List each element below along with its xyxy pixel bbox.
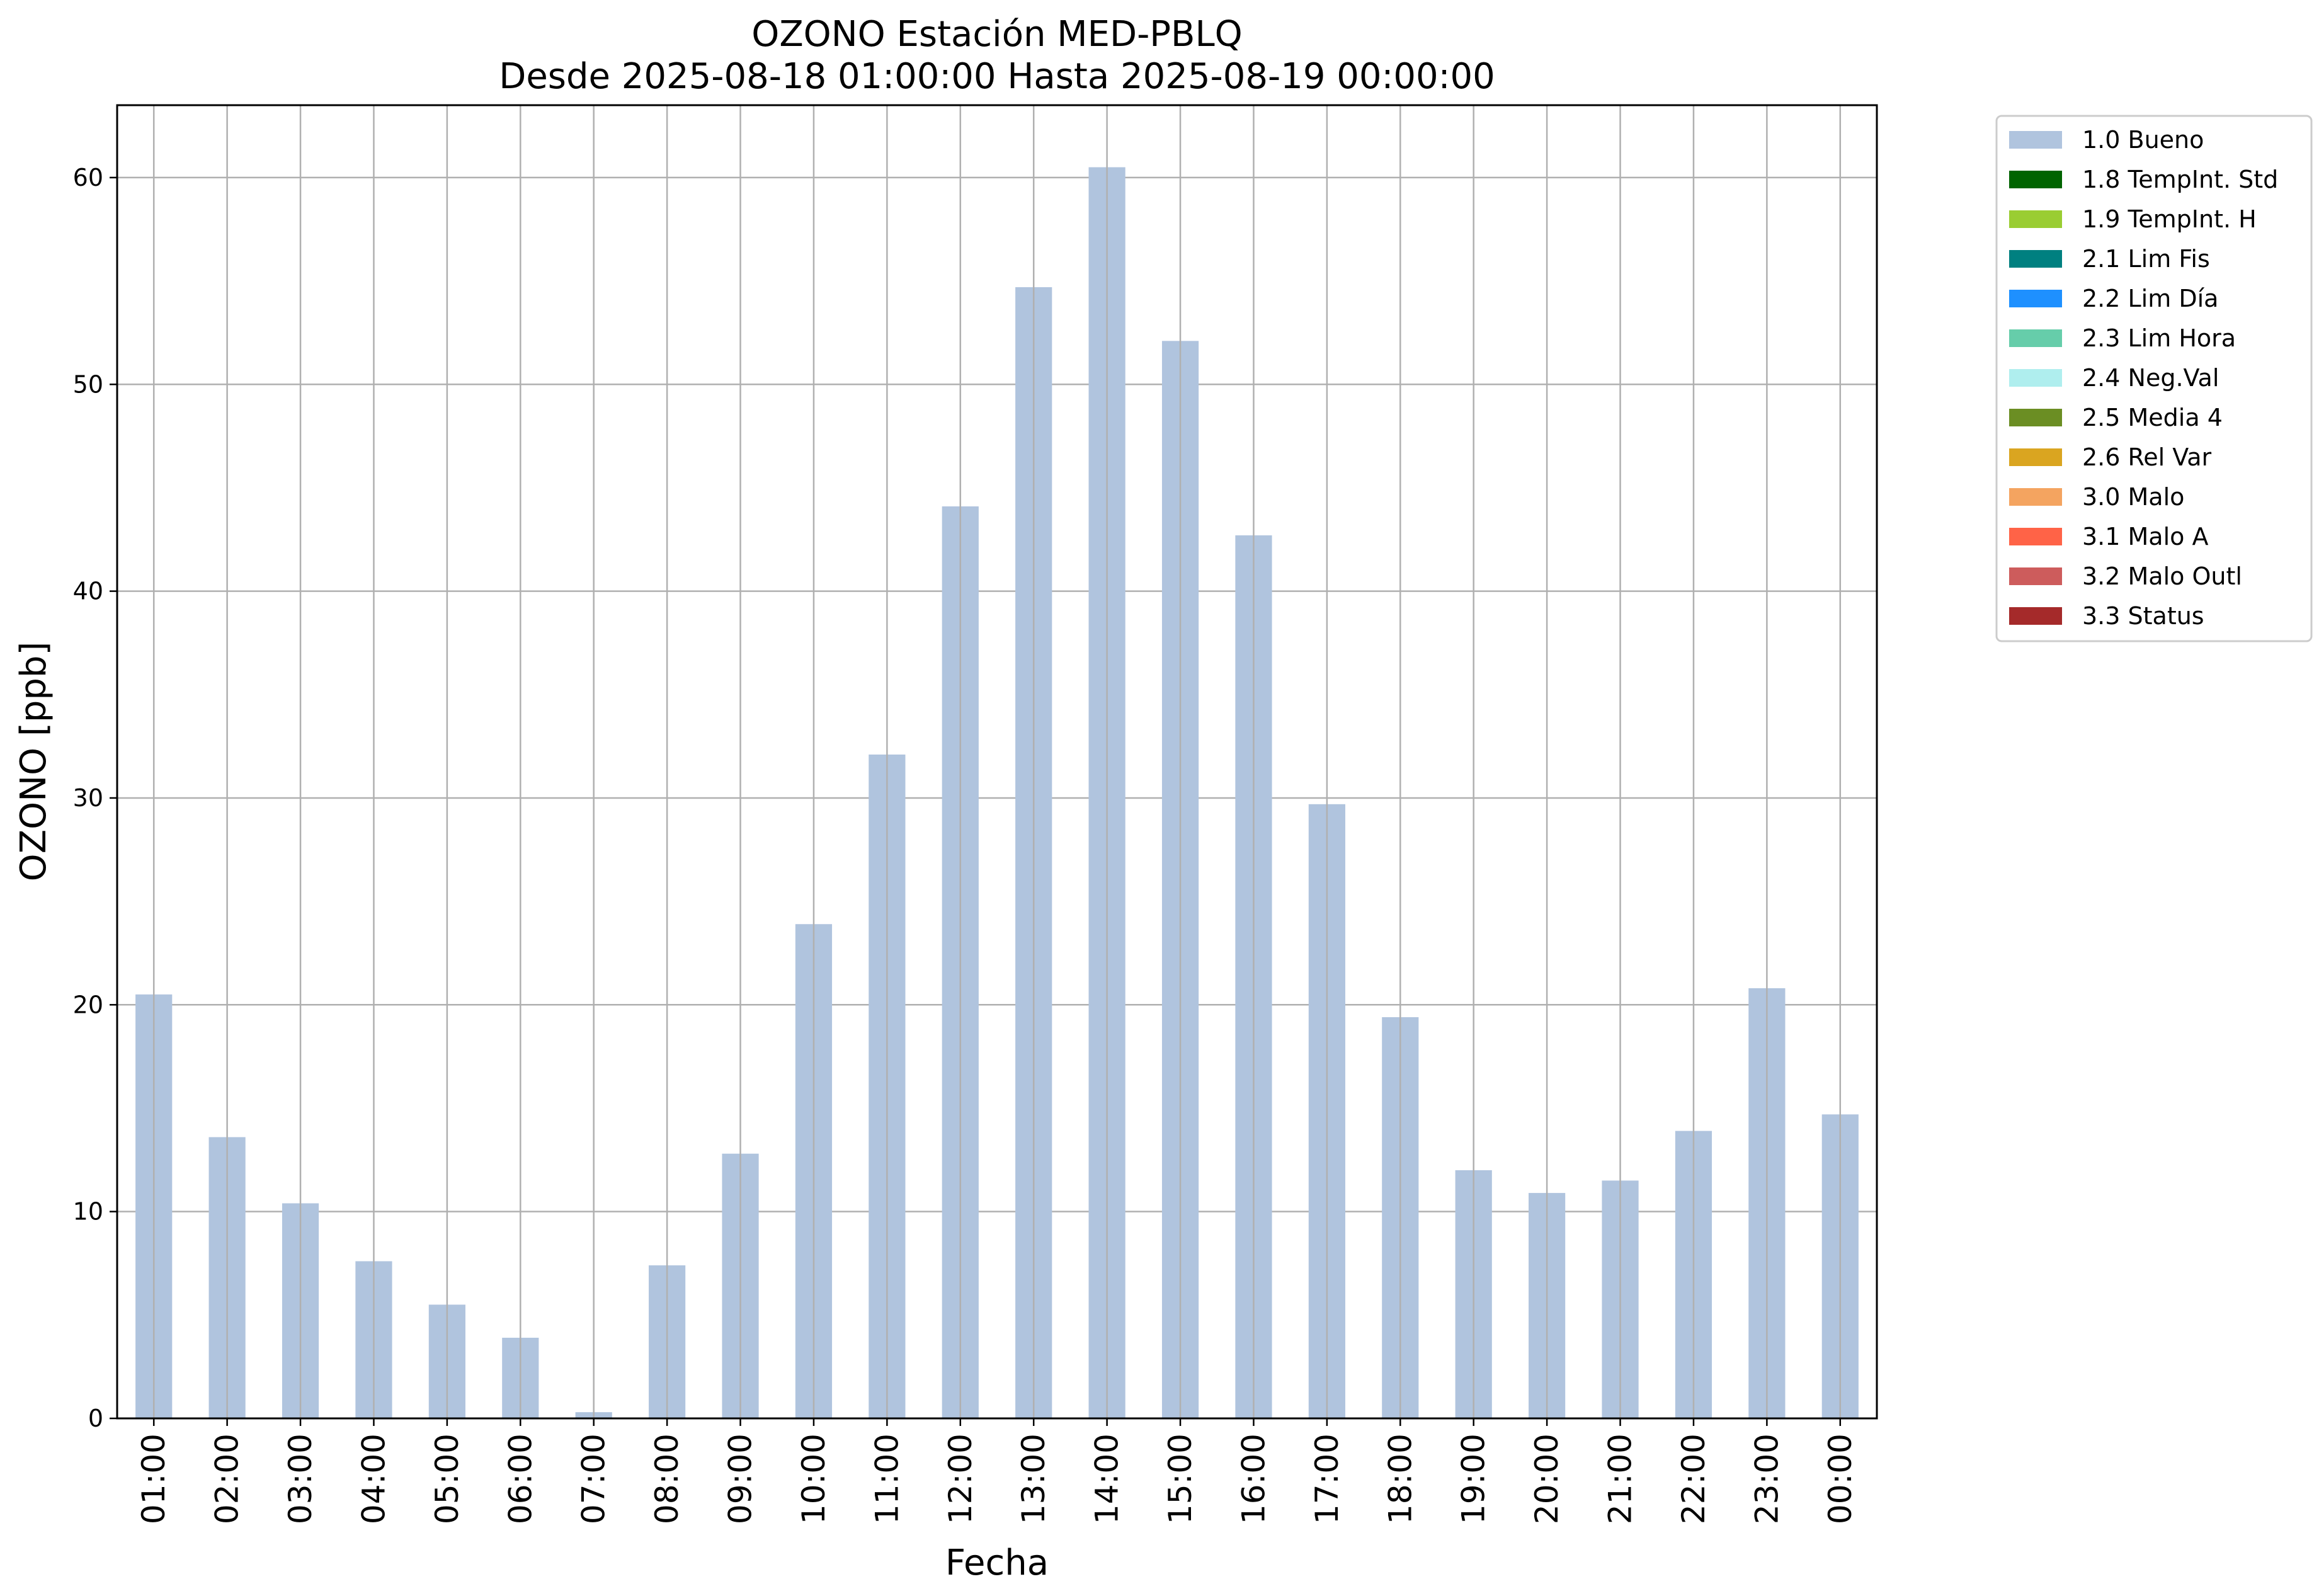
legend-label: 2.5 Media 4 — [2082, 404, 2223, 431]
legend-label: 3.0 Malo — [2082, 483, 2184, 511]
legend-frame — [1995, 115, 2313, 642]
legend-label: 2.4 Neg.Val — [2082, 364, 2219, 392]
legend-label: 3.1 Malo A — [2082, 523, 2208, 550]
x-tick-label: 11:00 — [869, 1434, 905, 1524]
legend-swatch — [2009, 409, 2062, 426]
x-tick-label: 23:00 — [1748, 1434, 1785, 1524]
x-tick-label: 10:00 — [795, 1434, 832, 1524]
y-tick-label: 40 — [73, 578, 103, 605]
legend-swatch — [2009, 290, 2062, 307]
legend-swatch — [2009, 250, 2062, 268]
x-tick-label: 13:00 — [1015, 1434, 1052, 1524]
x-axis: 01:00 02:00 03:00 04:00 05:00 06:00 07:00 08:00… — [135, 1418, 1859, 1524]
x-tick-label: 09:00 — [722, 1434, 759, 1524]
legend-label: 2.1 Lim Fis — [2082, 245, 2210, 273]
legend-swatch — [2009, 528, 2062, 545]
legend-label: 2.6 Rel Var — [2082, 443, 2212, 471]
x-tick-label: 15:00 — [1162, 1434, 1199, 1524]
x-tick-label: 04:00 — [355, 1434, 392, 1524]
y-tick-label: 10 — [73, 1198, 103, 1226]
legend-swatch — [2009, 567, 2062, 585]
legend-label: 2.3 Lim Hora — [2082, 324, 2236, 352]
legend-swatch — [2009, 448, 2062, 466]
x-tick-label: 22:00 — [1675, 1434, 1712, 1524]
legend-swatch — [2009, 171, 2062, 188]
legend-label: 1.9 TempInt. H — [2082, 205, 2257, 233]
y-tick-label: 60 — [73, 164, 103, 191]
x-tick-label: 18:00 — [1382, 1434, 1418, 1524]
grid-lines — [117, 176, 1877, 1420]
x-tick-label: 08:00 — [649, 1434, 685, 1524]
legend-label: 2.2 Lim Día — [2082, 285, 2218, 312]
legend-swatch — [2009, 329, 2062, 347]
x-tick-label: 00:00 — [1822, 1434, 1859, 1524]
x-tick-label: 19:00 — [1456, 1434, 1492, 1524]
x-tick-label: 21:00 — [1602, 1434, 1639, 1524]
bars-group — [135, 167, 1859, 1419]
y-tick-label: 50 — [73, 370, 103, 398]
x-tick-label: 07:00 — [576, 1434, 612, 1524]
legend: 1.0 Bueno 1.8 TempInt. Std 1.9 TempInt. H 2… — [1995, 115, 2313, 642]
legend-swatch — [2009, 607, 2062, 625]
x-tick-label: 02:00 — [209, 1434, 246, 1524]
chart-title: OZONO Estación MED-PBLQ — [751, 14, 1243, 55]
y-axis: 0 10 20 30 40 50 60 — [73, 164, 117, 1432]
legend-label: 3.3 Status — [2082, 602, 2204, 630]
y-axis-label: OZONO [ppb] — [13, 642, 54, 882]
x-tick-label: 12:00 — [942, 1434, 979, 1524]
legend-label: 3.2 Malo Outl — [2082, 562, 2242, 590]
legend-label: 1.0 Bueno — [2082, 126, 2204, 154]
x-tick-label: 14:00 — [1089, 1434, 1125, 1524]
legend-label: 1.8 TempInt. Std — [2082, 166, 2278, 193]
legend-swatch — [2009, 369, 2062, 387]
legend-swatch — [2009, 488, 2062, 506]
x-tick-label: 16:00 — [1235, 1434, 1272, 1524]
x-tick-label: 20:00 — [1529, 1434, 1565, 1524]
x-tick-label: 17:00 — [1309, 1434, 1345, 1524]
legend-swatch — [2009, 210, 2062, 228]
x-tick-label: 05:00 — [429, 1434, 465, 1524]
legend-swatch — [2009, 131, 2062, 149]
x-tick-label: 06:00 — [502, 1434, 538, 1524]
chart-subtitle: Desde 2025-08-18 01:00:00 Hasta 2025-08-… — [499, 56, 1495, 97]
y-tick-label: 0 — [88, 1405, 103, 1432]
x-tick-label: 01:00 — [135, 1434, 172, 1524]
x-axis-label: Fecha — [945, 1542, 1049, 1583]
y-tick-label: 30 — [73, 784, 103, 812]
y-tick-label: 20 — [73, 991, 103, 1018]
plot-frame — [116, 104, 1878, 1420]
x-tick-label: 03:00 — [282, 1434, 319, 1524]
